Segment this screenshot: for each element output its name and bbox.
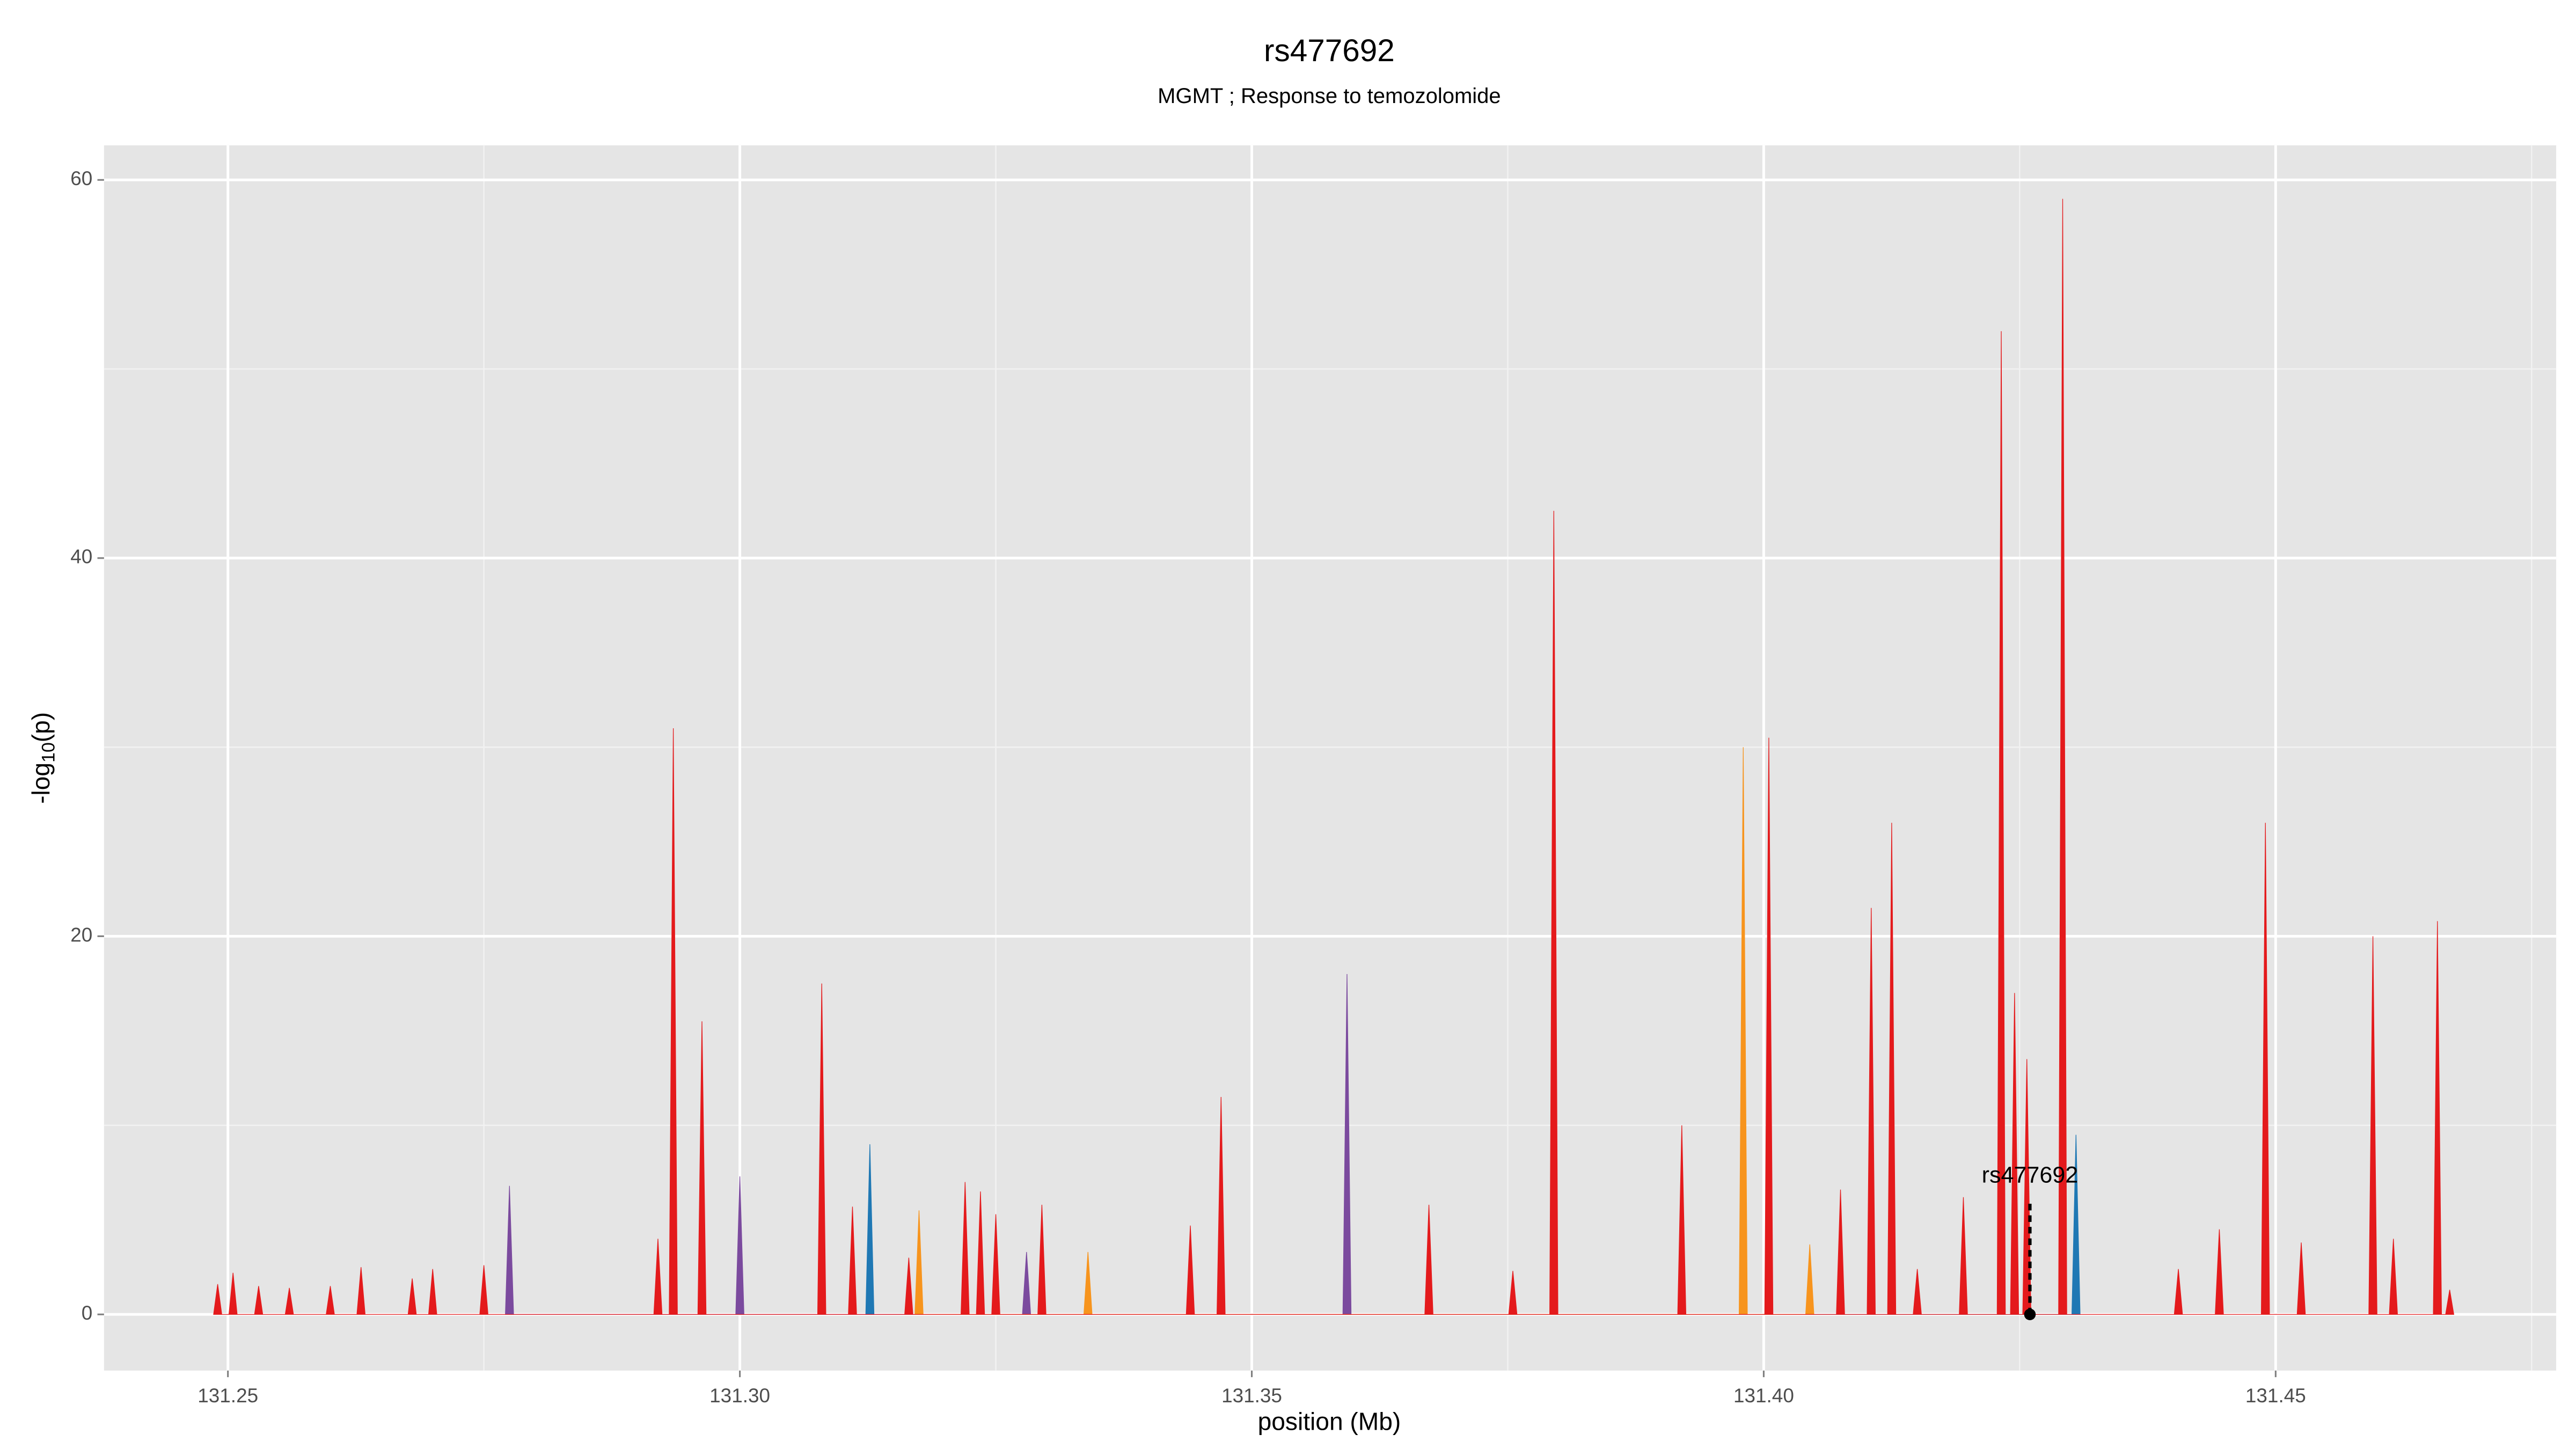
x-tick-label: 131.45 bbox=[2245, 1385, 2306, 1407]
overlay: rs477692 bbox=[1982, 1162, 2079, 1320]
x-tick-label: 131.30 bbox=[709, 1385, 770, 1407]
y-tick-label: 0 bbox=[82, 1302, 93, 1324]
y-axis-label: -log10(p) bbox=[27, 712, 58, 804]
x-tick-label: 131.35 bbox=[1221, 1385, 1282, 1407]
chart-subtitle: MGMT ; Response to temozolomide bbox=[1158, 84, 1501, 108]
y-label-part: (p) bbox=[27, 712, 55, 742]
x-tick-label: 131.25 bbox=[197, 1385, 258, 1407]
y-label-subscript: 10 bbox=[38, 742, 58, 763]
plot-panel bbox=[104, 145, 2557, 1371]
chart-title: rs477692 bbox=[1264, 33, 1395, 68]
annotation-label: rs477692 bbox=[1982, 1162, 2079, 1188]
annotation-point bbox=[2024, 1308, 2036, 1320]
y-tick-label: 60 bbox=[70, 167, 92, 189]
y-tick-label: 40 bbox=[70, 546, 92, 568]
area bbox=[213, 199, 2455, 1315]
x-tick-label: 131.40 bbox=[1733, 1385, 1794, 1407]
y-tick-label: 20 bbox=[70, 924, 92, 946]
x-axis-label: position (Mb) bbox=[1258, 1407, 1401, 1435]
y-label-part: -log bbox=[27, 763, 55, 804]
areas bbox=[213, 199, 2455, 1315]
